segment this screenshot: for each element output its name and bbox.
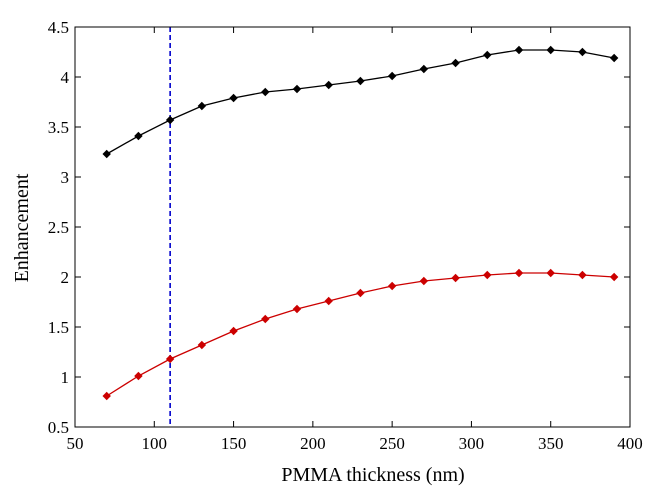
series-1-point	[419, 276, 429, 286]
x-tick-label: 250	[379, 434, 405, 453]
y-axis-title: Enhancement	[11, 173, 33, 282]
y-tick-label: 1.5	[48, 318, 69, 337]
series-1-point	[165, 354, 175, 364]
axes-layer: 50 100 150 200 250 300 350 400 0.5 1 1.5 2 2.5 3 3.5 4 4…	[48, 18, 643, 453]
series-1-point	[546, 268, 555, 278]
x-tick-label: 300	[459, 434, 485, 453]
x-axis-title: PMMA thickness (nm)	[281, 464, 464, 486]
x-tick-label: 150	[221, 434, 247, 453]
y-tick-label: 0.5	[48, 418, 69, 437]
series-0-point	[514, 45, 524, 55]
series-1-point	[134, 371, 143, 381]
series-0-point	[292, 84, 302, 94]
series-1-point	[324, 296, 333, 306]
plot-layer	[102, 27, 619, 427]
x-tick-label: 400	[617, 434, 643, 453]
series-1-point	[609, 272, 619, 282]
y-tick-label: 2.5	[48, 218, 69, 237]
series-0-point	[387, 71, 397, 81]
series-0-point	[324, 80, 333, 90]
series-1-point	[197, 340, 207, 350]
series-1-point	[102, 391, 111, 401]
series-0-point	[197, 101, 207, 111]
series-0-point	[609, 53, 619, 63]
x-tick-label: 50	[67, 434, 84, 453]
y-tick-label: 4	[61, 68, 70, 87]
x-tick-label: 350	[538, 434, 564, 453]
y-tick-label: 3	[61, 168, 70, 187]
series-0-point	[165, 115, 175, 125]
series-1-point	[261, 314, 270, 324]
y-tick-label: 4.5	[48, 18, 69, 37]
series-1-point	[292, 304, 302, 314]
series-0-point	[261, 87, 270, 97]
series-1-point	[451, 273, 460, 283]
y-tick-label: 1	[61, 368, 70, 387]
series-1-point	[229, 326, 238, 336]
series-0-point	[578, 47, 587, 57]
x-tick-label: 200	[300, 434, 326, 453]
y-tick-label: 3.5	[48, 118, 69, 137]
series-0-point	[483, 50, 492, 60]
y-tick-label: 2	[61, 268, 70, 287]
series-1-point	[483, 270, 492, 280]
series-0-line	[106, 49, 615, 155]
series-0-point	[229, 93, 238, 103]
series-0-point	[546, 45, 555, 55]
series-1-point	[578, 270, 587, 280]
series-0-point	[451, 58, 460, 68]
series-0-point	[419, 64, 429, 74]
series-1-point	[514, 268, 524, 278]
series-0-point	[102, 149, 111, 159]
plot-frame	[74, 26, 631, 428]
series-1-point	[387, 281, 397, 291]
series-1-point	[356, 288, 365, 298]
series-0-point	[356, 76, 365, 86]
series-0-point	[134, 131, 143, 141]
x-tick-label: 100	[142, 434, 168, 453]
